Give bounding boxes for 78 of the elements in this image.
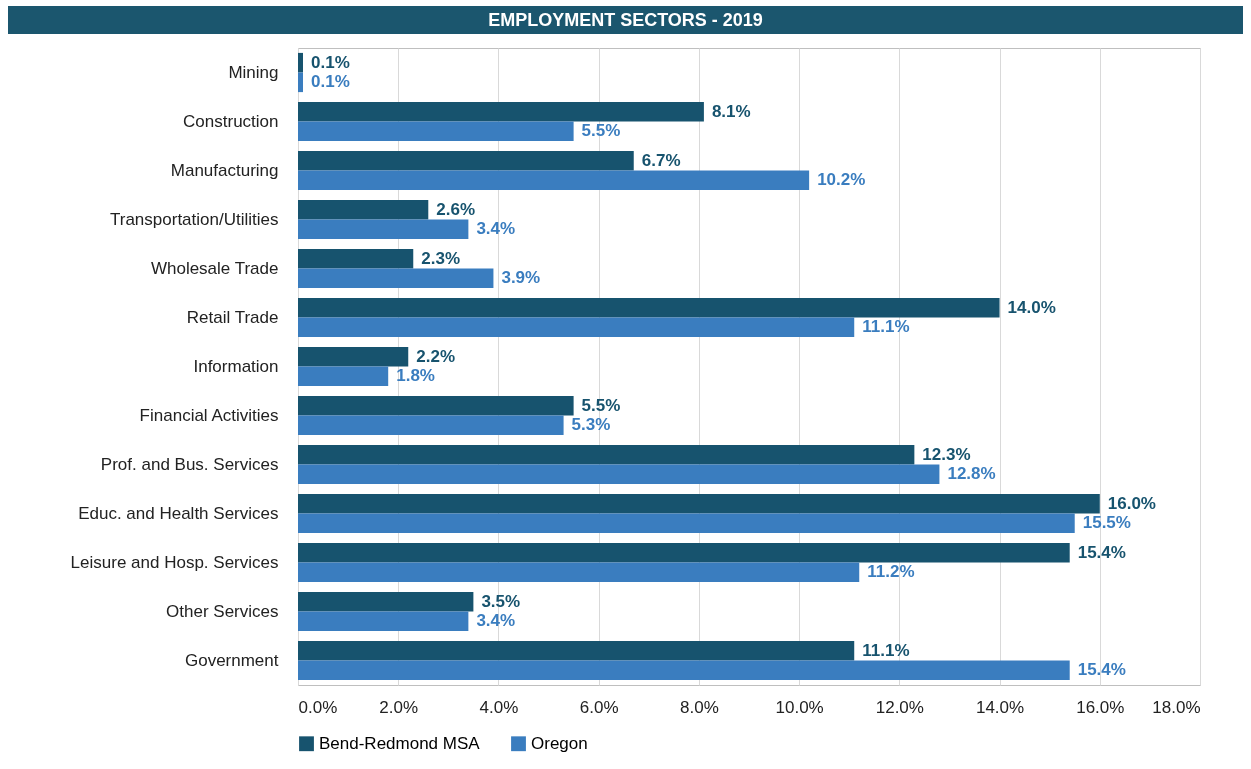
bar bbox=[298, 366, 389, 387]
bar bbox=[298, 611, 469, 632]
data-label: 3.9% bbox=[501, 268, 541, 288]
data-label: 15.4% bbox=[1077, 660, 1126, 680]
bar bbox=[298, 346, 409, 367]
data-label: 10.2% bbox=[817, 170, 866, 190]
bar bbox=[298, 52, 304, 73]
data-label: 2.2% bbox=[416, 346, 455, 366]
y-tick-label: Manufacturing bbox=[170, 160, 279, 180]
data-label: 12.8% bbox=[947, 464, 996, 484]
data-label: 6.7% bbox=[641, 150, 681, 170]
bar bbox=[298, 248, 414, 269]
data-label: 3.4% bbox=[476, 219, 516, 239]
bar bbox=[298, 317, 855, 338]
y-tick-label: Transportation/Utilities bbox=[110, 209, 279, 229]
data-label: 14.0% bbox=[1007, 297, 1056, 317]
bar bbox=[298, 415, 564, 436]
bar bbox=[298, 72, 304, 93]
bar bbox=[298, 513, 1075, 534]
bar bbox=[298, 268, 494, 289]
bar bbox=[298, 297, 1000, 318]
bar bbox=[298, 199, 429, 220]
bar bbox=[298, 170, 810, 191]
y-tick-label: Government bbox=[184, 650, 279, 670]
data-label: 15.4% bbox=[1077, 542, 1126, 562]
x-tick-label: 12.0% bbox=[875, 697, 924, 717]
data-label: 12.3% bbox=[922, 444, 971, 464]
data-label: 3.5% bbox=[481, 591, 521, 611]
data-label: 15.5% bbox=[1082, 513, 1131, 533]
legend-label: Oregon bbox=[531, 733, 588, 753]
bar bbox=[298, 150, 634, 171]
bar bbox=[298, 464, 940, 485]
legend-label: Bend-Redmond MSA bbox=[319, 733, 481, 753]
x-tick-label: 18.0% bbox=[1152, 697, 1201, 717]
data-label: 5.3% bbox=[571, 415, 611, 435]
y-tick-label: Other Services bbox=[166, 601, 279, 621]
data-label: 11.1% bbox=[862, 317, 910, 337]
x-tick-label: 4.0% bbox=[479, 697, 519, 717]
data-label: 8.1% bbox=[711, 101, 751, 121]
x-tick-label: 8.0% bbox=[680, 697, 719, 717]
data-label: 2.6% bbox=[436, 199, 476, 219]
y-tick-label: Mining bbox=[228, 62, 279, 82]
bar bbox=[298, 660, 1070, 681]
x-tick-label: 0.0% bbox=[298, 697, 338, 717]
bar bbox=[298, 121, 574, 142]
bar bbox=[298, 219, 469, 240]
data-label: 5.5% bbox=[581, 395, 621, 415]
bar bbox=[298, 444, 915, 465]
data-label: 0.1% bbox=[311, 52, 350, 72]
x-tick-label: 14.0% bbox=[975, 697, 1025, 717]
data-label: 16.0% bbox=[1107, 493, 1156, 513]
y-tick-label: Information bbox=[193, 356, 279, 376]
bar bbox=[298, 591, 474, 612]
data-label: 11.2% bbox=[867, 562, 915, 582]
y-tick-label: Construction bbox=[183, 111, 279, 131]
bar bbox=[298, 542, 1070, 563]
data-label: 3.4% bbox=[476, 611, 516, 631]
data-label: 0.1% bbox=[311, 72, 350, 92]
data-label: 11.1% bbox=[862, 640, 910, 660]
data-label: 5.5% bbox=[581, 121, 621, 141]
bar bbox=[298, 640, 855, 661]
bar bbox=[298, 562, 860, 583]
data-label: 2.3% bbox=[421, 248, 461, 268]
y-tick-label: Financial Activities bbox=[139, 405, 279, 425]
bar bbox=[298, 493, 1100, 514]
x-tick-label: 10.0% bbox=[775, 697, 824, 717]
y-tick-label: Wholesale Trade bbox=[150, 258, 279, 278]
bar bbox=[298, 101, 704, 122]
y-tick-label: Educ. and Health Services bbox=[78, 503, 279, 523]
y-tick-label: Retail Trade bbox=[186, 307, 279, 327]
y-tick-label: Leisure and Hosp. Services bbox=[70, 552, 279, 572]
bar bbox=[298, 395, 574, 416]
data-label: 1.8% bbox=[396, 366, 435, 386]
x-tick-label: 2.0% bbox=[379, 697, 419, 717]
y-tick-label: Prof. and Bus. Services bbox=[100, 454, 279, 474]
x-tick-label: 16.0% bbox=[1076, 697, 1125, 717]
x-tick-label: 6.0% bbox=[579, 697, 619, 717]
chart-title: EMPLOYMENT SECTORS - 2019 bbox=[8, 6, 1243, 34]
